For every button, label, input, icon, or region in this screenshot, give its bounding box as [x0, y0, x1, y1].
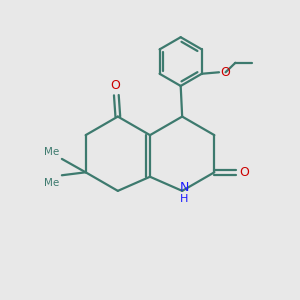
- Text: Me: Me: [44, 146, 59, 157]
- Text: O: O: [110, 79, 120, 92]
- Text: Me: Me: [44, 178, 59, 188]
- Text: O: O: [220, 66, 230, 79]
- Text: O: O: [239, 166, 249, 179]
- Text: N: N: [180, 182, 189, 194]
- Text: H: H: [180, 194, 189, 204]
